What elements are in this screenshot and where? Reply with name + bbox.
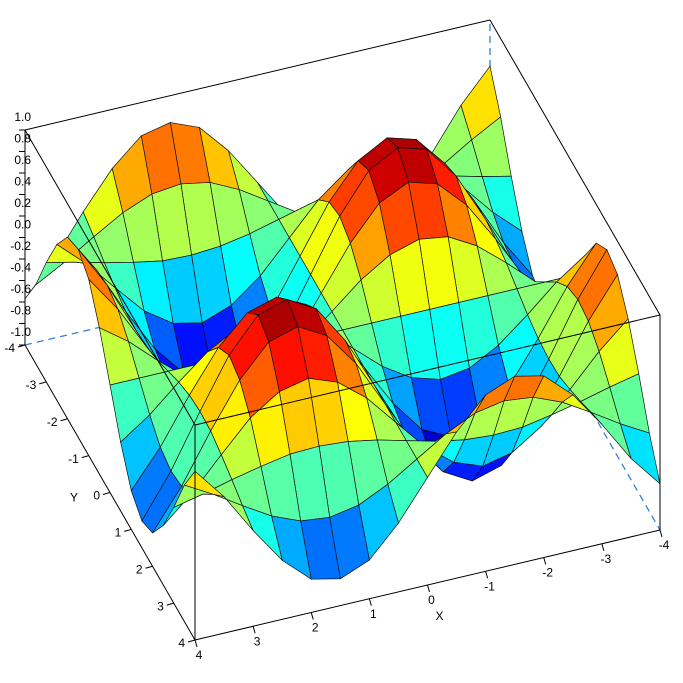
box-edge xyxy=(24,19,491,131)
y-tick xyxy=(102,492,111,495)
y-tick xyxy=(39,381,47,385)
z-tick-label: -0.2 xyxy=(10,239,31,253)
y-tick xyxy=(60,418,68,422)
z-tick-label: -0.4 xyxy=(10,261,31,275)
y-tick xyxy=(166,602,174,606)
y-tick xyxy=(124,528,132,532)
x-tick xyxy=(427,584,430,593)
x-tick xyxy=(601,543,605,551)
surface-patch xyxy=(619,423,661,485)
z-tick-label: 0.2 xyxy=(14,196,31,210)
y-axis-label: Y xyxy=(70,491,78,505)
z-tick-label: 0.6 xyxy=(14,153,31,167)
x-tick xyxy=(252,626,256,634)
y-tick-label: -1 xyxy=(68,452,79,466)
z-tick-label: 0.8 xyxy=(14,132,31,146)
z-tick-label: -0.8 xyxy=(10,304,31,318)
surface-patch xyxy=(35,261,76,286)
box-edge xyxy=(24,129,196,426)
x-tick-label: -3 xyxy=(601,552,612,566)
y-tick-label: 3 xyxy=(157,599,164,613)
x-axis-label: X xyxy=(435,609,443,623)
y-tick-label: -3 xyxy=(26,378,37,392)
z-tick-label: -0.6 xyxy=(10,282,31,296)
x-tick xyxy=(659,529,663,538)
x-tick-label: -4 xyxy=(659,538,670,552)
z-tick-label: -1.0 xyxy=(10,325,31,339)
x-tick xyxy=(485,571,489,579)
x-tick xyxy=(310,612,314,620)
z-tick-label: 0.0 xyxy=(14,218,31,232)
x-tick-label: -1 xyxy=(484,579,495,593)
x-tick-label: 4 xyxy=(196,648,203,662)
y-tick-label: 2 xyxy=(136,562,143,576)
x-tick-label: 1 xyxy=(370,607,377,621)
z-tick-label: 1.0 xyxy=(14,110,31,124)
box-edge xyxy=(194,314,661,426)
y-tick xyxy=(145,565,153,569)
x-tick-label: 0 xyxy=(428,593,435,607)
y-tick-label: 1 xyxy=(115,526,122,540)
x-tick-label: -2 xyxy=(542,566,553,580)
y-tick-label: -2 xyxy=(47,415,58,429)
x-tick xyxy=(543,557,547,565)
x-tick xyxy=(368,598,372,606)
y-tick xyxy=(187,639,196,643)
y-tick-label: 0 xyxy=(93,489,100,503)
z-tick-label: 0.4 xyxy=(14,175,31,189)
x-tick-label: 3 xyxy=(254,634,261,648)
box-edge xyxy=(489,19,661,316)
y-tick-label: -4 xyxy=(4,341,15,355)
x-tick xyxy=(194,639,198,648)
x-tick-label: 2 xyxy=(312,621,319,635)
y-tick xyxy=(81,455,89,459)
y-tick-label: 4 xyxy=(178,636,185,650)
